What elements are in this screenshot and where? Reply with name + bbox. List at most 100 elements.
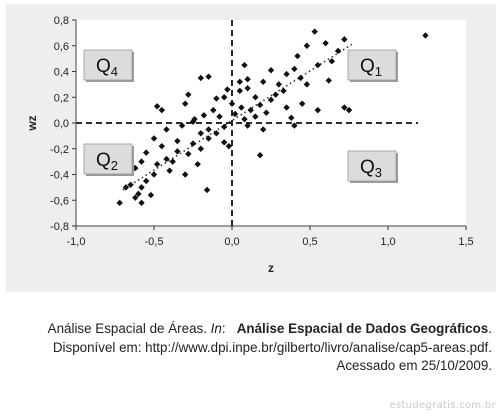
data-point [205, 135, 212, 142]
y-axis-label: wz [25, 115, 39, 131]
data-point [138, 158, 145, 165]
data-point [203, 186, 211, 194]
data-point [197, 130, 204, 137]
data-point [322, 39, 329, 47]
quadrant-label-box-top-right: Q1 [347, 49, 398, 82]
quadrant-label-subscript: 1 [375, 64, 382, 79]
data-point [122, 184, 130, 191]
watermark: estudegratis.com.br [389, 400, 496, 411]
quadrant-label-box-bottom-right: Q3 [347, 150, 398, 183]
data-point [247, 106, 254, 114]
data-point [153, 161, 161, 168]
data-point [163, 126, 170, 133]
data-point [283, 104, 290, 111]
data-point [127, 181, 134, 188]
caption-line-2: Disponível em: http://www.dpi.inpe.br/gi… [52, 339, 492, 355]
data-point [260, 78, 267, 85]
caption-source-title: Análise Espacial de Áreas. [47, 321, 211, 336]
data-point [288, 114, 295, 122]
scatter-figure: Q4 Q1 Q2 Q3 0,8 0,6 0,4 0,2 0,0 -0,2 -0,4 -0,6 -0,8… [6, 4, 496, 292]
y-tick-label: -0,2 [50, 144, 69, 156]
data-point [267, 96, 275, 104]
quadrant-label-subscript: 2 [111, 158, 118, 173]
x-tick-label: 0,5 [302, 236, 317, 248]
data-point [221, 123, 228, 131]
caption-colon: : [221, 321, 237, 336]
data-point [256, 101, 264, 109]
data-point [191, 115, 198, 123]
data-point [135, 190, 142, 198]
data-point [163, 155, 170, 163]
quadrant-box [347, 49, 397, 81]
data-point [182, 171, 189, 178]
x-tick-label: 1,5 [458, 236, 473, 248]
y-tick-label: -0,8 [50, 221, 69, 233]
data-point [311, 28, 318, 35]
x-axis-label: z [268, 261, 274, 275]
data-point [158, 106, 165, 114]
data-point [272, 91, 279, 98]
data-point [252, 113, 259, 120]
data-point [116, 199, 123, 207]
data-point [341, 36, 348, 43]
data-point [221, 139, 228, 146]
data-point [166, 167, 173, 174]
data-point [294, 52, 301, 60]
data-point [231, 110, 239, 118]
x-tick-label: 1,0 [380, 236, 395, 248]
quadrant-labels: Q4 Q1 Q2 Q3 [83, 49, 398, 183]
y-tick-label: 0,4 [54, 67, 69, 79]
y-tick-label: 0,0 [54, 118, 69, 130]
data-point [263, 109, 270, 116]
data-point [236, 78, 243, 85]
data-point [185, 150, 192, 158]
moran-scatterplot: Q4 Q1 Q2 Q3 0,8 0,6 0,4 0,2 0,0 -0,2 -0,4 -0,6 -0,8… [6, 4, 496, 292]
data-point [178, 122, 186, 129]
data-point [241, 115, 248, 123]
data-point [158, 142, 165, 150]
quadrant-label-subscript: 3 [375, 165, 382, 180]
data-point [153, 103, 161, 110]
quadrant-label-box-bottom-left: Q2 [83, 143, 134, 176]
data-point [299, 100, 306, 107]
data-point [132, 164, 139, 172]
caption-in: In [210, 321, 222, 336]
caption-line-1: Análise Espacial de Áreas. In: Análise E… [2, 320, 492, 339]
x-axis-ticks: -1,0 -0,5 0,0 0,5 1,0 1,5 [67, 225, 474, 248]
data-point [169, 158, 176, 165]
data-point [283, 70, 290, 78]
data-point [200, 112, 208, 119]
data-point [189, 140, 197, 147]
data-point [267, 67, 275, 74]
data-point [213, 95, 220, 102]
data-point [325, 77, 332, 84]
y-tick-label: -0,6 [50, 195, 69, 207]
data-point [174, 137, 181, 145]
data-point [244, 76, 251, 83]
data-point [132, 194, 139, 201]
data-point [314, 61, 321, 69]
data-point [297, 74, 304, 82]
y-axis-ticks: 0,8 0,6 0,4 0,2 0,0 -0,2 -0,4 -0,6 -0,8 [50, 15, 77, 233]
quadrant-box [83, 49, 133, 81]
caption-line-3: Acessado em 25/10/2009. [336, 358, 492, 373]
caption-book-title: Análise Espacial de Dados Geográficos [236, 321, 489, 336]
data-point [236, 87, 243, 95]
trendline-group [122, 42, 355, 191]
data-point [303, 81, 311, 88]
data-point [147, 191, 155, 199]
data-point [210, 106, 217, 114]
data-point [197, 145, 204, 152]
data-point [244, 122, 251, 129]
data-point [150, 171, 158, 178]
data-points [116, 28, 429, 207]
quadrant-box [83, 143, 133, 175]
data-point [224, 86, 231, 93]
x-tick-label: -1,0 [67, 236, 86, 248]
data-point [225, 142, 233, 150]
data-point [334, 47, 342, 55]
data-point [205, 73, 212, 80]
data-point [213, 130, 220, 137]
data-point [143, 149, 150, 156]
figure-caption: Análise Espacial de Áreas. In: Análise E… [2, 320, 492, 376]
